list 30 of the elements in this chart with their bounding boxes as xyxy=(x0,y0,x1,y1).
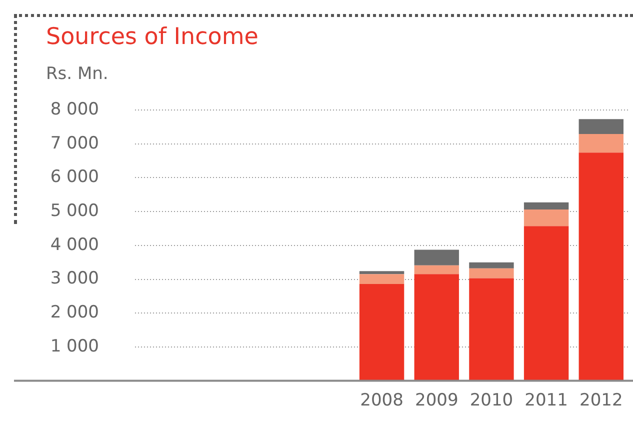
bar xyxy=(524,226,569,381)
bar xyxy=(414,265,459,274)
y-tick-label: 1 000 xyxy=(50,336,99,356)
bar xyxy=(524,202,569,210)
y-tick-label: 6 000 xyxy=(50,167,99,188)
bar xyxy=(578,134,624,153)
bar xyxy=(524,210,569,226)
chart-title: Sources of Income xyxy=(46,24,258,50)
bar xyxy=(578,119,624,134)
x-tick-label: 2012 xyxy=(580,390,623,410)
bar xyxy=(359,284,404,381)
y-tick-label: 8 000 xyxy=(50,99,99,120)
y-tick-label: 3 000 xyxy=(50,268,99,289)
bar xyxy=(469,262,514,268)
bar xyxy=(578,152,624,381)
bar xyxy=(469,268,514,278)
x-tick-label: 2009 xyxy=(414,390,458,410)
x-tick-label: 2008 xyxy=(360,390,404,410)
bar xyxy=(469,278,514,381)
bar xyxy=(414,250,459,266)
x-tick-label: 2011 xyxy=(524,390,568,410)
x-tick-label: 2010 xyxy=(470,390,514,410)
y-tick-label: 4 000 xyxy=(50,234,99,255)
y-tick-label: 5 000 xyxy=(50,200,99,221)
bar xyxy=(359,271,404,274)
bar xyxy=(414,274,459,381)
y-axis-title: Rs. Mn. xyxy=(46,64,108,84)
bar xyxy=(359,274,404,284)
y-tick-label: 2 000 xyxy=(50,302,99,323)
y-tick-label: 7 000 xyxy=(50,133,99,154)
